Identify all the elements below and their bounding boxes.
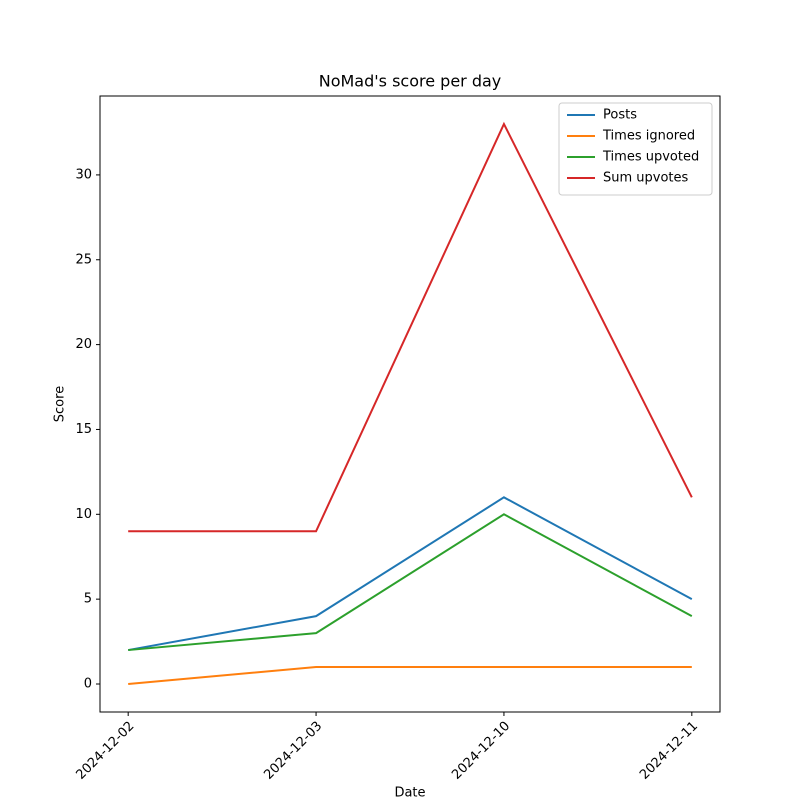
- y-tick-label: 25: [75, 252, 92, 267]
- y-tick-label: 0: [84, 677, 92, 692]
- x-tick-label: 2024-12-10: [449, 719, 513, 783]
- y-tick-label: 5: [84, 592, 92, 607]
- x-tick-label: 2024-12-11: [637, 719, 701, 783]
- legend-label: Sum upvotes: [603, 171, 689, 186]
- legend-label: Times upvoted: [602, 150, 699, 165]
- x-axis-label: Date: [394, 786, 425, 800]
- line-series: [128, 513, 693, 652]
- x-tick-label: 2024-12-03: [261, 719, 325, 783]
- chart-title: NoMad's score per day: [319, 72, 502, 91]
- line-series: [128, 121, 693, 533]
- plot-frame: [99, 95, 721, 713]
- y-tick-label: 15: [75, 422, 92, 437]
- y-tick-label: 30: [75, 167, 92, 182]
- legend-box: [558, 102, 713, 196]
- line-series: [128, 666, 692, 685]
- x-tick-label: 2024-12-02: [73, 719, 137, 783]
- y-tick-label: 20: [75, 337, 92, 352]
- y-axis-label: Score: [53, 386, 68, 422]
- legend-label: Posts: [603, 108, 637, 123]
- legend-label: Times ignored: [602, 129, 695, 144]
- line-series: [128, 496, 693, 652]
- y-tick-label: 10: [75, 507, 92, 522]
